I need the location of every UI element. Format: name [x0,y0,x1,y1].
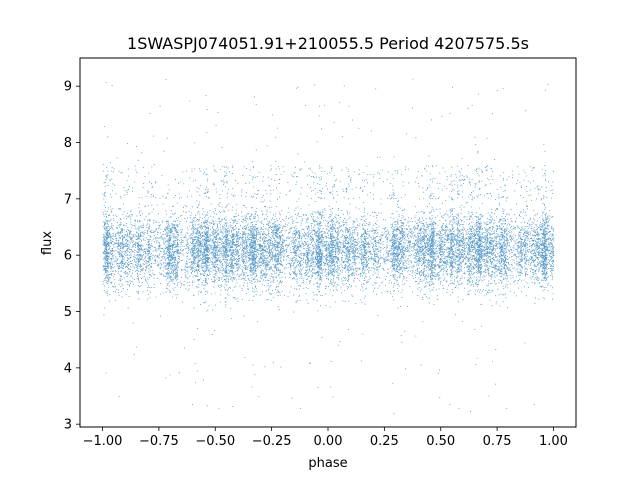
y-tick-label: 6 [64,249,72,264]
x-tick-label: 1.00 [539,434,568,449]
y-axis-label: flux [40,231,55,255]
x-tick-label: 0.25 [370,434,399,449]
y-tick-label: 3 [64,418,72,433]
x-axis-label: phase [308,456,347,471]
x-tick-label: −0.75 [139,434,179,449]
x-tick-label: −0.50 [195,434,235,449]
x-tick-label: −1.00 [83,434,123,449]
x-axis-ticks: −1.00 −0.75 −0.50 −0.25 0.00 0.25 0.50 0.75 1.00 [83,427,568,449]
scatter-points [102,78,555,414]
y-tick-label: 7 [64,192,72,207]
y-tick-label: 4 [64,361,72,376]
data-points [102,78,555,414]
y-tick-label: 9 [64,80,72,95]
y-tick-label: 5 [64,305,72,320]
x-tick-label: 0.50 [426,434,455,449]
x-tick-label: 0.00 [314,434,343,449]
y-axis-ticks: 3 4 5 6 7 8 9 [64,80,80,433]
y-tick-label: 8 [64,136,72,151]
x-tick-label: −0.25 [252,434,292,449]
x-tick-label: 0.75 [483,434,512,449]
chart-title: 1SWASPJ074051.91+210055.5 Period 4207575… [127,34,529,53]
